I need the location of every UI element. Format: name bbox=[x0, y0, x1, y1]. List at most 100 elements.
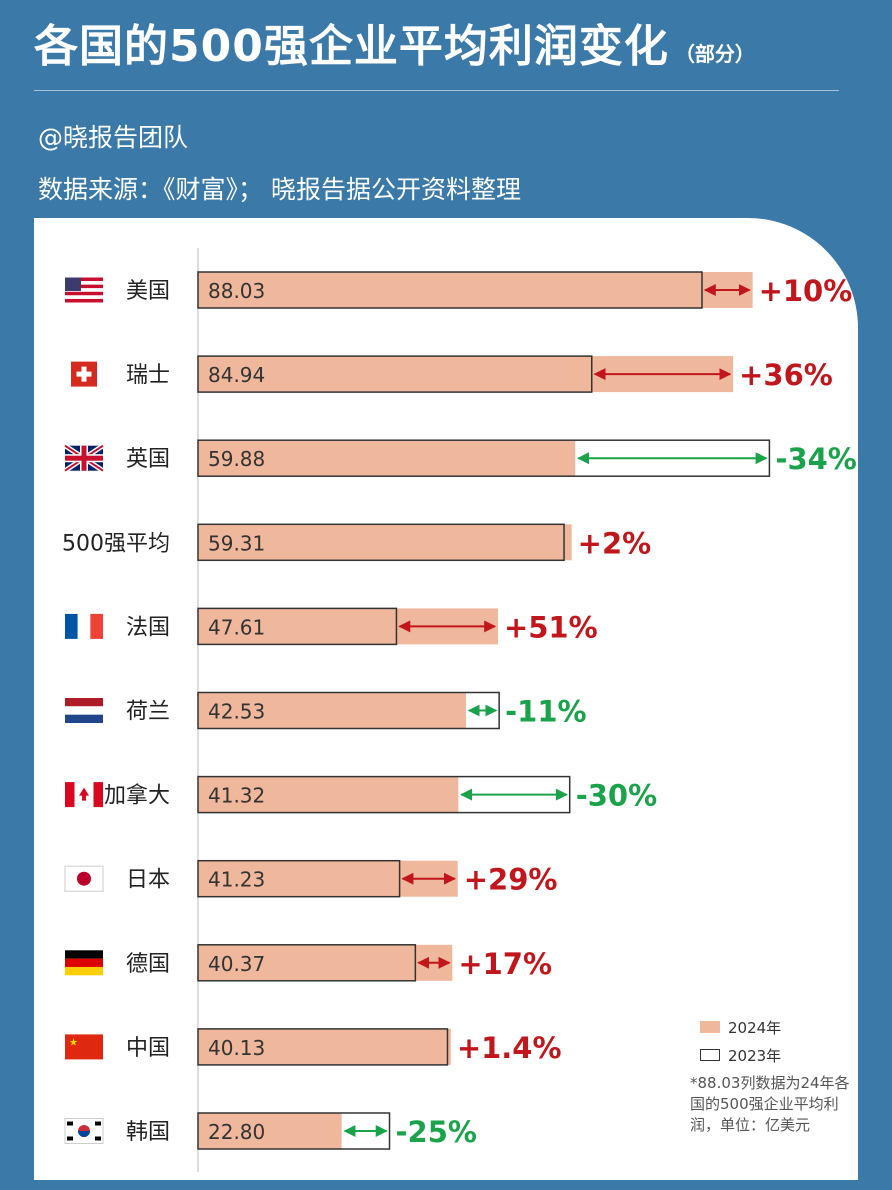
change-label: +10% bbox=[759, 274, 853, 308]
change-label: +29% bbox=[464, 863, 558, 897]
category-label: 荷兰 bbox=[126, 700, 170, 725]
legend-item-2024: 2024年 bbox=[700, 1013, 781, 1041]
japan-flag-icon bbox=[64, 865, 104, 892]
legend: 2024年 2023年 bbox=[700, 1013, 781, 1069]
canada-flag-icon bbox=[65, 782, 103, 808]
category-label: 500强平均 bbox=[62, 531, 170, 556]
bar-2023 bbox=[197, 439, 771, 477]
bar-2024 bbox=[198, 944, 453, 981]
bar-value-label: 41.23 bbox=[208, 868, 265, 892]
france-flag-icon bbox=[65, 613, 103, 639]
bar-2023 bbox=[197, 271, 703, 309]
chart-row: 47.61 +51% 法国 bbox=[65, 607, 598, 646]
change-label: +2% bbox=[578, 526, 652, 560]
bar-2023 bbox=[197, 523, 565, 562]
bar-2024 bbox=[198, 1113, 342, 1149]
chart-row: 42.53 -11% 荷兰 bbox=[65, 691, 587, 730]
flag-part bbox=[95, 1121, 101, 1126]
bar-value-label: 42.53 bbox=[208, 700, 265, 724]
legend-label-2023: 2023年 bbox=[728, 1046, 782, 1065]
bar-2024 bbox=[198, 524, 572, 561]
flag-part bbox=[76, 371, 92, 377]
bar-2024 bbox=[198, 692, 466, 729]
category-label: 德国 bbox=[126, 952, 170, 977]
flag-part bbox=[67, 1121, 73, 1126]
bar-2024 bbox=[198, 440, 576, 477]
chart-row: 59.88 -34% 英国 bbox=[63, 439, 857, 477]
germany-flag-icon bbox=[65, 950, 103, 976]
flag-part bbox=[77, 613, 91, 639]
category-label: 韩国 bbox=[126, 1120, 170, 1145]
footnote: *88.03列数据为24年各国的500强企业平均利润，单位：亿美元 bbox=[690, 1074, 850, 1134]
flag-part bbox=[65, 298, 103, 303]
bar-value-label: 47.61 bbox=[208, 615, 265, 639]
flag-part bbox=[90, 613, 103, 639]
chart-row: 40.13 +1.4% 中国 ★ bbox=[65, 1028, 562, 1066]
legend-label-2024: 2024年 bbox=[728, 1018, 782, 1037]
flag-part bbox=[65, 782, 75, 808]
flag-part bbox=[65, 706, 103, 715]
bar-2023 bbox=[197, 944, 417, 982]
change-label: -30% bbox=[576, 779, 657, 813]
change-label: -34% bbox=[775, 442, 856, 476]
uk-flag-icon bbox=[63, 443, 105, 473]
flag-part bbox=[65, 288, 103, 292]
bar-value-label: 22.80 bbox=[208, 1120, 265, 1144]
chart-row: 22.80 -25% 韩国 bbox=[64, 1112, 477, 1150]
flag-part bbox=[65, 277, 103, 282]
flag-part bbox=[64, 865, 104, 892]
bar-value-label: 84.94 bbox=[208, 363, 265, 387]
bar-2024 bbox=[198, 1028, 451, 1065]
flag-part bbox=[65, 281, 103, 285]
chart-row: 88.03 +10% 美国 bbox=[65, 271, 853, 309]
flag-part bbox=[65, 613, 78, 639]
bar-2023 bbox=[197, 1112, 391, 1150]
flag-part bbox=[65, 295, 103, 299]
flag-part: ★ bbox=[69, 1037, 78, 1048]
change-label: +51% bbox=[504, 610, 598, 644]
change-label: +17% bbox=[458, 947, 552, 981]
category-label: 瑞士 bbox=[126, 363, 170, 388]
change-label: +1.4% bbox=[457, 1031, 562, 1065]
chart-row: 84.94 +36% 瑞士 bbox=[71, 355, 833, 393]
china-flag-icon: ★ bbox=[65, 1034, 103, 1060]
chart-row: 59.31 +2% 500强平均 bbox=[62, 523, 652, 562]
switzerland-flag-icon bbox=[71, 361, 97, 387]
flag-part bbox=[65, 277, 81, 291]
flag-part bbox=[65, 950, 103, 959]
flag-part bbox=[65, 284, 103, 289]
legend-item-2023: 2023年 bbox=[700, 1041, 781, 1069]
netherlands-flag-icon bbox=[65, 698, 103, 723]
bar-2023 bbox=[197, 859, 401, 898]
chart-row: 41.23 +29% 日本 bbox=[64, 859, 558, 898]
title-note: （部分） bbox=[674, 42, 755, 66]
bar-2024 bbox=[198, 776, 459, 813]
flag-part bbox=[81, 445, 87, 471]
bar-2023 bbox=[197, 355, 593, 393]
category-label: 英国 bbox=[126, 447, 170, 472]
bar-value-label: 40.37 bbox=[208, 952, 265, 976]
korea-flag-icon bbox=[64, 1118, 104, 1144]
data-source: 数据来源：《财富》； 晓报告据公开资料整理 bbox=[38, 175, 521, 204]
bar-2023 bbox=[197, 775, 571, 814]
flag-part bbox=[65, 291, 103, 296]
category-label: 法国 bbox=[126, 615, 170, 640]
author-credit: @晓报告团队 bbox=[38, 123, 189, 152]
bar-2024 bbox=[198, 272, 753, 308]
bar-value-label: 59.31 bbox=[208, 531, 265, 555]
legend-swatch-2023 bbox=[700, 1049, 720, 1061]
flag-part bbox=[64, 1118, 104, 1144]
bar-2023 bbox=[197, 691, 500, 730]
chart-row: 41.32 -30% 加拿大 bbox=[65, 775, 657, 814]
category-label: 中国 bbox=[126, 1036, 170, 1061]
flag-part bbox=[65, 958, 103, 967]
chart-marks: 88.03 +10% 美国 84.94 +36% 瑞士 59.88 -34% 英国 59.31 +2… bbox=[62, 271, 857, 1150]
chart-row: 40.37 +17% 德国 bbox=[65, 944, 552, 982]
bar-2023 bbox=[197, 607, 398, 646]
bar-2023 bbox=[197, 1028, 449, 1066]
flag-part bbox=[77, 871, 91, 886]
flag-part bbox=[65, 698, 103, 707]
flag-part bbox=[67, 1136, 73, 1141]
